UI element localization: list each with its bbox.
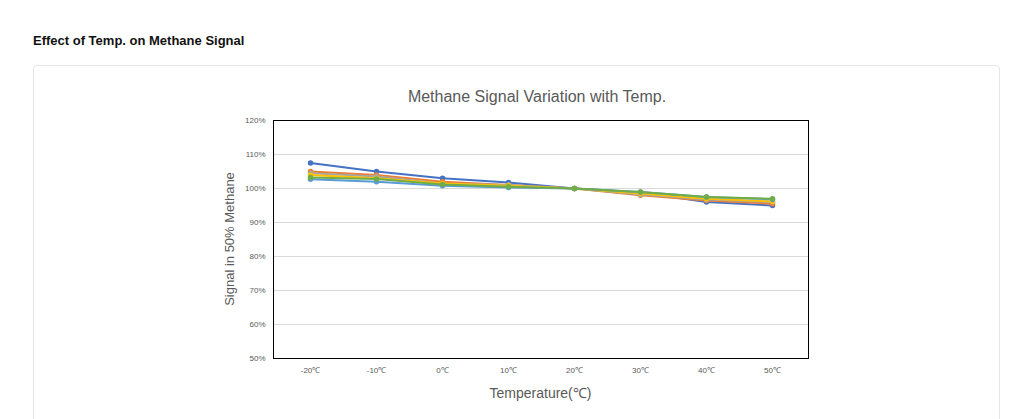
- svg-text:40℃: 40℃: [698, 366, 715, 375]
- svg-text:20℃: 20℃: [566, 366, 583, 375]
- svg-text:80%: 80%: [249, 252, 265, 261]
- html-text:Methane Signal Variation with: Methane Signal Variation with Temp.: [407, 88, 667, 105]
- svg-text:120%: 120%: [245, 116, 265, 125]
- svg-text:0℃: 0℃: [436, 366, 448, 375]
- svg-text:60%: 60%: [249, 320, 265, 329]
- html-text:Temperature(℃): Temperature(℃): [489, 385, 592, 401]
- svg-text:110%: 110%: [246, 150, 266, 159]
- svg-text:50%: 50%: [249, 354, 265, 363]
- svg-text:100%: 100%: [245, 184, 265, 193]
- svg-text:70%: 70%: [249, 286, 265, 295]
- html-text:Effect of Temp. on Methane Sig: Effect of Temp. on Methane Signal: [33, 33, 245, 48]
- html-text:Signal in 50% Methane: Signal in 50% Methane: [221, 172, 237, 306]
- svg-text:50℃: 50℃: [764, 366, 781, 375]
- svg-text:-20℃: -20℃: [301, 366, 321, 375]
- svg-text:10℃: 10℃: [500, 366, 517, 375]
- svg-text:30℃: 30℃: [632, 366, 649, 375]
- svg-text:-10℃: -10℃: [367, 366, 387, 375]
- svg-text:90%: 90%: [249, 218, 265, 227]
